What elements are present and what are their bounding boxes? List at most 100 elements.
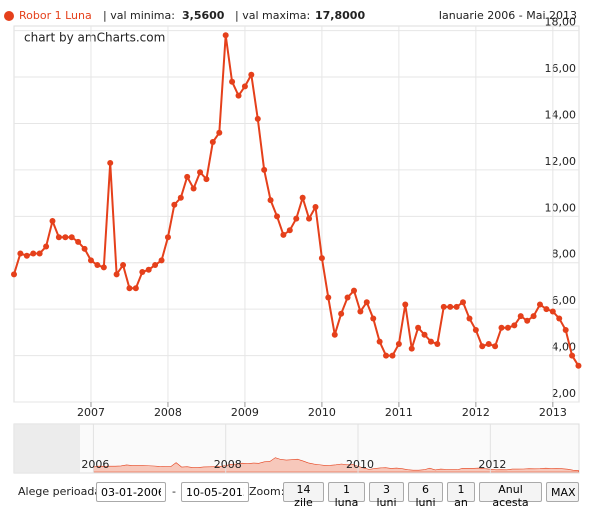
date-separator: - bbox=[172, 485, 176, 498]
min-value: 3,5600 bbox=[182, 9, 225, 22]
point bbox=[274, 213, 281, 220]
point bbox=[113, 271, 120, 278]
point bbox=[126, 285, 133, 292]
zoom-button[interactable]: 1 luna bbox=[328, 482, 365, 509]
point bbox=[389, 352, 396, 359]
point bbox=[100, 264, 107, 271]
point bbox=[299, 194, 306, 201]
zoom-button[interactable]: 6 luni bbox=[408, 482, 443, 509]
point bbox=[139, 269, 146, 276]
point bbox=[177, 194, 184, 201]
point bbox=[453, 303, 460, 310]
credit: chart by amCharts.com bbox=[24, 31, 165, 45]
point bbox=[107, 159, 114, 166]
point bbox=[261, 166, 268, 173]
point bbox=[145, 266, 152, 273]
point bbox=[23, 252, 30, 259]
point bbox=[562, 327, 569, 334]
point bbox=[524, 317, 531, 324]
point bbox=[479, 343, 486, 350]
point bbox=[312, 204, 319, 211]
y-tick-label: 16,00 bbox=[545, 62, 577, 75]
point bbox=[472, 327, 479, 334]
point bbox=[81, 245, 88, 252]
min-label: | val minima: bbox=[103, 9, 175, 22]
point bbox=[241, 83, 248, 90]
point bbox=[197, 169, 204, 176]
point bbox=[517, 313, 524, 320]
point bbox=[132, 285, 139, 292]
x-tick-label: 2010 bbox=[308, 406, 336, 419]
date-to[interactable] bbox=[181, 482, 249, 502]
y-tick-label: 10,00 bbox=[545, 201, 577, 214]
point bbox=[229, 78, 236, 85]
point bbox=[370, 315, 377, 322]
zoom-button[interactable]: 3 luni bbox=[369, 482, 404, 509]
legend-marker bbox=[4, 11, 14, 21]
point bbox=[216, 129, 223, 136]
navigator-label: 2010 bbox=[346, 458, 374, 471]
navigator-area bbox=[93, 457, 579, 473]
point bbox=[254, 115, 261, 122]
navigator-label: 2008 bbox=[214, 458, 242, 471]
point bbox=[190, 185, 197, 192]
point bbox=[222, 32, 229, 39]
point bbox=[75, 238, 82, 245]
point bbox=[556, 315, 563, 322]
point bbox=[280, 231, 287, 238]
point bbox=[447, 303, 454, 310]
point bbox=[267, 197, 274, 204]
point bbox=[408, 345, 415, 352]
point bbox=[434, 340, 441, 347]
point bbox=[351, 287, 358, 294]
point bbox=[549, 308, 556, 315]
y-tick-label: 18,00 bbox=[545, 16, 577, 29]
point bbox=[492, 343, 499, 350]
point bbox=[11, 271, 17, 278]
point bbox=[530, 313, 537, 320]
zoom-button[interactable]: Anul acesta bbox=[479, 482, 542, 509]
zoom-button[interactable]: 14 zile bbox=[283, 482, 324, 509]
point bbox=[543, 306, 550, 313]
point bbox=[306, 215, 313, 222]
point bbox=[383, 352, 390, 359]
point bbox=[235, 92, 242, 99]
point bbox=[209, 139, 216, 146]
zoom-label: Zoom: bbox=[249, 485, 285, 498]
x-tick-label: 2007 bbox=[77, 406, 105, 419]
point bbox=[36, 250, 43, 257]
x-tick-label: 2008 bbox=[154, 406, 182, 419]
point bbox=[357, 308, 364, 315]
point bbox=[338, 310, 345, 317]
x-tick-label: 2009 bbox=[231, 406, 259, 419]
max-value: 17,8000 bbox=[315, 9, 365, 22]
chart: Robor 1 Luna | val minima: 3,5600 | val … bbox=[4, 9, 582, 474]
point bbox=[402, 301, 409, 308]
point bbox=[318, 255, 325, 262]
date-from[interactable] bbox=[96, 482, 166, 502]
point bbox=[30, 250, 37, 257]
point bbox=[164, 234, 171, 241]
zoom-button[interactable]: MAX bbox=[546, 482, 579, 502]
point bbox=[440, 303, 447, 310]
legend-entry: Robor 1 Luna bbox=[19, 9, 92, 22]
period: Ianuarie 2006 - Mai 2013 bbox=[439, 9, 577, 22]
y-tick-label: 8,00 bbox=[552, 248, 577, 261]
y-tick-label: 2,00 bbox=[552, 387, 577, 400]
point bbox=[248, 71, 255, 78]
point bbox=[49, 217, 56, 224]
point bbox=[363, 299, 370, 306]
point bbox=[87, 257, 94, 264]
x-tick-label: 2011 bbox=[385, 406, 413, 419]
line bbox=[13, 35, 580, 367]
point bbox=[344, 294, 351, 301]
zoom-button[interactable]: 1 an bbox=[447, 482, 475, 509]
point bbox=[94, 262, 101, 269]
point bbox=[203, 176, 210, 183]
point bbox=[68, 234, 75, 241]
point bbox=[485, 340, 492, 347]
point bbox=[286, 227, 293, 234]
point bbox=[331, 331, 338, 338]
point bbox=[511, 322, 518, 329]
